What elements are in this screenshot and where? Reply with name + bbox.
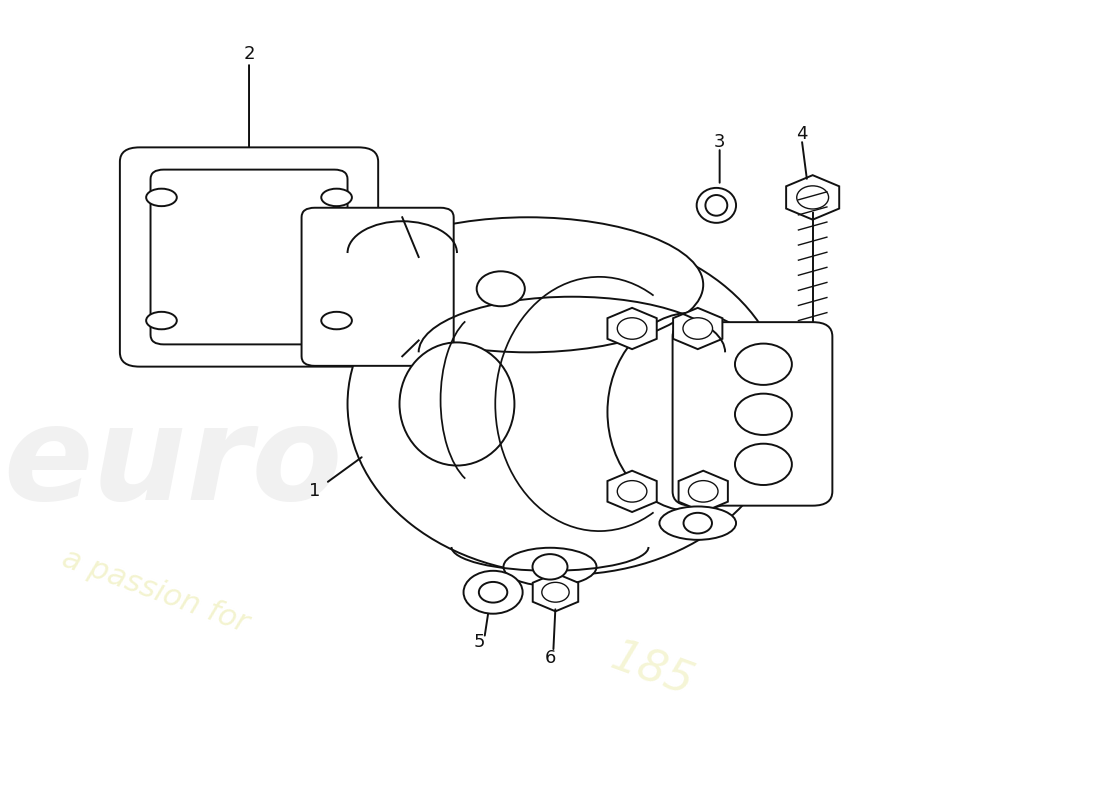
Text: 3: 3	[714, 133, 725, 151]
Circle shape	[463, 571, 522, 614]
Circle shape	[683, 513, 712, 534]
FancyBboxPatch shape	[120, 147, 378, 366]
Circle shape	[617, 318, 647, 339]
FancyBboxPatch shape	[672, 322, 833, 506]
Circle shape	[683, 318, 713, 339]
Text: 4: 4	[796, 125, 807, 143]
Polygon shape	[607, 308, 657, 349]
Circle shape	[796, 186, 828, 209]
Text: 1: 1	[309, 482, 320, 500]
FancyBboxPatch shape	[151, 170, 348, 344]
Text: a passion for: a passion for	[57, 543, 252, 638]
Ellipse shape	[321, 189, 352, 206]
Circle shape	[735, 394, 792, 435]
Ellipse shape	[399, 342, 515, 466]
Polygon shape	[679, 470, 728, 512]
Ellipse shape	[353, 218, 703, 352]
Ellipse shape	[659, 506, 736, 540]
Circle shape	[476, 271, 525, 306]
Text: 6: 6	[544, 649, 556, 667]
Ellipse shape	[321, 312, 352, 330]
Ellipse shape	[696, 188, 736, 223]
Polygon shape	[786, 175, 839, 220]
Text: 2: 2	[243, 46, 255, 63]
FancyBboxPatch shape	[301, 208, 453, 366]
Circle shape	[735, 343, 792, 385]
Polygon shape	[607, 470, 657, 512]
Ellipse shape	[504, 548, 596, 586]
Circle shape	[532, 554, 568, 579]
Polygon shape	[673, 308, 723, 349]
Circle shape	[542, 582, 569, 602]
Text: 185: 185	[605, 635, 700, 705]
Circle shape	[735, 444, 792, 485]
Circle shape	[617, 481, 647, 502]
Ellipse shape	[705, 195, 727, 216]
Text: 5: 5	[473, 634, 485, 651]
Circle shape	[689, 481, 718, 502]
Circle shape	[478, 582, 507, 602]
Text: euro: euro	[3, 400, 342, 527]
Ellipse shape	[146, 312, 177, 330]
Ellipse shape	[146, 189, 177, 206]
Polygon shape	[532, 573, 579, 611]
Ellipse shape	[348, 233, 785, 574]
